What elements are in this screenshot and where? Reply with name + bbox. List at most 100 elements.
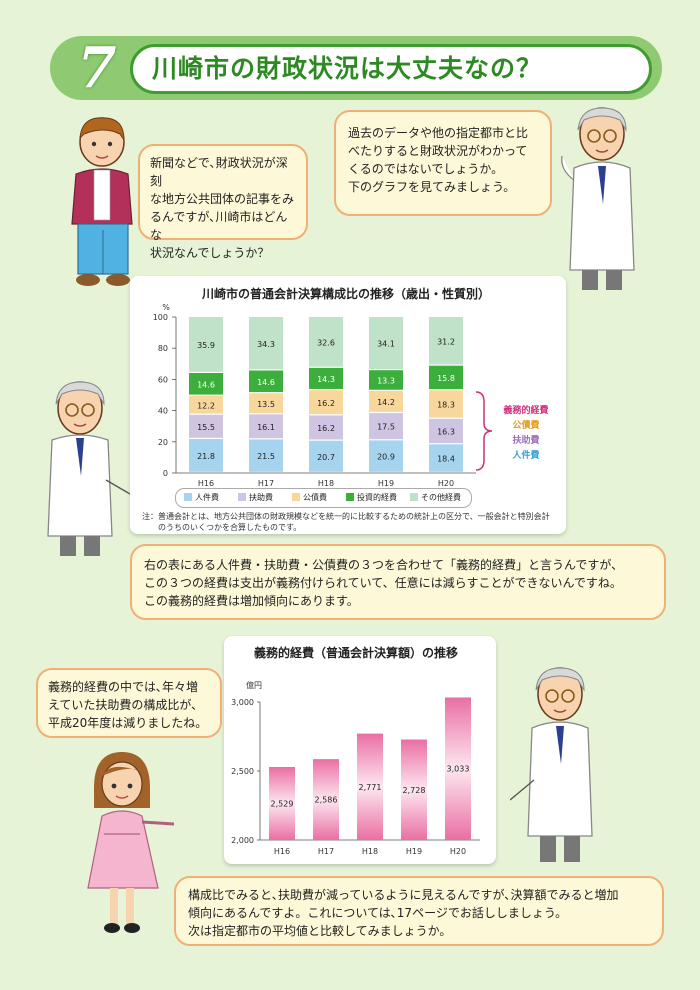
data-label: 2,771 bbox=[359, 783, 382, 792]
data-label: 18.4 bbox=[437, 455, 455, 464]
section-number: 7 bbox=[77, 35, 117, 101]
data-label: 14.3 bbox=[317, 375, 335, 384]
data-label: 15.8 bbox=[437, 374, 455, 383]
bar bbox=[313, 759, 339, 840]
y-tick-label: 0 bbox=[163, 469, 168, 478]
professor-top-speech-bubble: 過去のデータや他の指定都市と比 べたりすると財政状況がわかって くるのではないで… bbox=[334, 110, 552, 216]
legend-swatch bbox=[184, 493, 192, 501]
obligatory-labels: 義務的経費 公債費 扶助費 人件費 bbox=[494, 404, 558, 464]
data-label: 32.6 bbox=[317, 338, 335, 347]
data-label: 16.3 bbox=[437, 428, 455, 437]
bar-segment bbox=[369, 370, 403, 390]
bubble-line: この３つの経費は支出が義務付けられていて、任意には減らすことができないんですね。 bbox=[144, 576, 622, 590]
legend-item-kousaihi: 公債費 bbox=[292, 492, 327, 503]
legend-swatch bbox=[292, 493, 300, 501]
note-line: 注：普通会計とは、地方公共団体の財政規模などを統一的に比較するための統計上の区分… bbox=[142, 512, 550, 521]
x-tick-label: H18 bbox=[362, 847, 378, 856]
bubble-line: 構成比でみると､扶助費が減っているように見えるんですが､決算額でみると増加 bbox=[188, 888, 619, 902]
data-label: 16.1 bbox=[257, 423, 275, 432]
data-label: 2,586 bbox=[315, 796, 338, 805]
data-label: 16.2 bbox=[317, 424, 335, 433]
bar-segment bbox=[369, 413, 403, 440]
obligatory-chart: 億円 2,000 2,500 3,000 2,529 H16 2,586 H17 2,771 H1… bbox=[231, 680, 480, 856]
bar-segment bbox=[189, 414, 223, 438]
obligatory-item-jinkenhi: 人件費 bbox=[512, 451, 540, 461]
obligatory-item-kousaihi: 公債費 bbox=[512, 421, 540, 431]
bubble-line: 次は指定都市の平均値と比較してみましょうか。 bbox=[188, 924, 452, 938]
bubble-line: 平成20年度は減りましたね。 bbox=[48, 716, 208, 730]
y-tick-label: 2,000 bbox=[231, 836, 254, 845]
data-label: 13.5 bbox=[257, 400, 275, 409]
boy-illustration bbox=[71, 117, 133, 286]
legend-item-toushi: 投資的経費 bbox=[346, 492, 397, 503]
bar-segment bbox=[189, 395, 223, 414]
bar-segment bbox=[309, 440, 343, 472]
composition-chart-title: 川崎市の普通会計決算構成比の推移（歳出・性質別） bbox=[202, 287, 491, 301]
y-tick-label: 100 bbox=[153, 313, 168, 322]
data-label: 34.1 bbox=[377, 340, 395, 349]
data-label: 14.2 bbox=[377, 398, 395, 407]
x-tick-label: H17 bbox=[318, 847, 334, 856]
title-pill bbox=[130, 44, 652, 94]
data-label: 3,033 bbox=[447, 765, 470, 774]
chart-note: 注：普通会計とは、地方公共団体の財政規模などを統一的に比較するための統計上の区分… bbox=[142, 511, 560, 533]
legend-label: その他経費 bbox=[421, 493, 461, 502]
bubble-line: 傾向にあるんですよ。これについては､17ページでお話ししましょう。 bbox=[188, 906, 568, 920]
bar-segment bbox=[189, 373, 223, 395]
bar bbox=[357, 733, 383, 840]
bubble-line: えていた扶助費の構成比が､ bbox=[48, 698, 198, 712]
obligatory-item-fujohi: 扶助費 bbox=[512, 436, 540, 446]
bar-segment bbox=[249, 393, 283, 414]
note-line: のうちのいくつかを合算したものです。 bbox=[142, 523, 302, 532]
bubble-line: 新聞などで､財政状況が深刻 bbox=[150, 156, 288, 188]
obligatory-brace bbox=[475, 391, 493, 471]
bar-segment bbox=[309, 390, 343, 415]
x-tick-label: H17 bbox=[258, 479, 274, 488]
obligatory-label: 義務的経費 bbox=[503, 406, 549, 416]
y-axis-unit: 億円 bbox=[246, 680, 262, 690]
girl-illustration bbox=[87, 752, 175, 933]
bar-segment bbox=[309, 415, 343, 440]
data-label: 16.2 bbox=[317, 399, 335, 408]
bar bbox=[445, 697, 471, 840]
bubble-line: 義務的経費の中では､年々増 bbox=[48, 680, 199, 694]
bar bbox=[269, 766, 295, 840]
legend-item-jinkenhi: 人件費 bbox=[184, 492, 219, 503]
legend-label: 公債費 bbox=[303, 493, 327, 502]
professor-bottom-speech-bubble: 構成比でみると､扶助費が減っているように見えるんですが､決算額でみると増加 傾向… bbox=[174, 876, 664, 946]
y-axis-unit: % bbox=[162, 303, 170, 312]
bar-segment bbox=[429, 317, 463, 365]
page-title: 川崎市の財政状況は大丈夫なの？ bbox=[152, 54, 543, 83]
x-tick-label: H20 bbox=[438, 479, 454, 488]
boy-speech-bubble: 新聞などで､財政状況が深刻 な地方公共団体の記事をみ るんですが､川崎市はどんな… bbox=[138, 144, 308, 260]
legend-swatch bbox=[346, 493, 354, 501]
bar-segment bbox=[369, 390, 403, 412]
data-label: 12.2 bbox=[197, 401, 215, 410]
bar bbox=[401, 739, 427, 840]
professor-middle-speech-bubble: 右の表にある人件費・扶助費・公債費の３つを合わせて「義務的経費」と言うんですが、… bbox=[130, 544, 666, 620]
data-label: 21.8 bbox=[197, 452, 215, 461]
y-tick-label: 80 bbox=[158, 344, 168, 353]
x-tick-label: H19 bbox=[378, 479, 394, 488]
bar-segment bbox=[429, 444, 463, 472]
girl-speech-bubble: 義務的経費の中では､年々増 えていた扶助費の構成比が､ 平成20年度は減りました… bbox=[36, 668, 222, 738]
data-label: 14.6 bbox=[197, 380, 215, 389]
data-label: 15.5 bbox=[197, 423, 215, 432]
professor-top-illustration bbox=[561, 107, 635, 290]
bubble-line: 状況なんでしょうか？ bbox=[150, 246, 270, 260]
x-tick-label: H18 bbox=[318, 479, 334, 488]
bar-segment bbox=[309, 367, 343, 389]
data-label: 35.9 bbox=[197, 341, 215, 350]
bar-segment bbox=[309, 317, 343, 367]
bar-segment bbox=[429, 418, 463, 444]
y-tick-label: 40 bbox=[158, 407, 168, 416]
legend-label: 扶助費 bbox=[249, 493, 273, 502]
bar-segment bbox=[249, 439, 283, 472]
legend-swatch bbox=[238, 493, 246, 501]
data-label: 20.7 bbox=[317, 453, 335, 462]
legend-item-fujohi: 扶助費 bbox=[238, 492, 273, 503]
bar-segment bbox=[249, 370, 283, 393]
data-label: 14.6 bbox=[257, 378, 275, 387]
bubble-line: 右の表にある人件費・扶助費・公債費の３つを合わせて「義務的経費」と言うんですが、 bbox=[144, 558, 624, 572]
legend-label: 人件費 bbox=[195, 493, 219, 502]
